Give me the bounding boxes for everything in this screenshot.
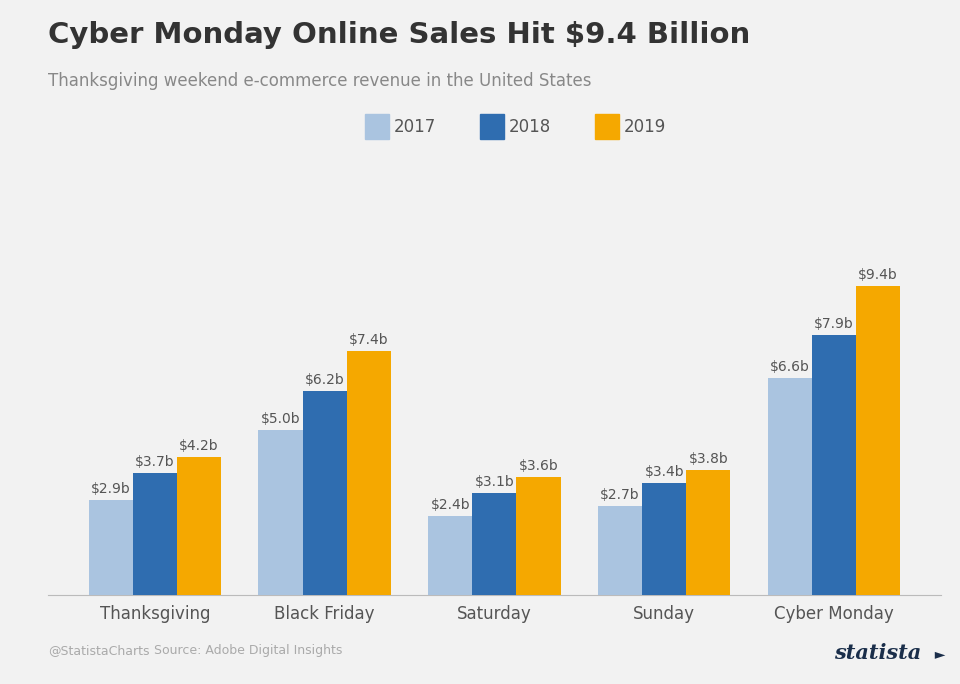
- Text: $2.4b: $2.4b: [430, 498, 470, 512]
- Text: $6.2b: $6.2b: [304, 373, 345, 387]
- Bar: [642, 483, 686, 595]
- Text: $7.9b: $7.9b: [814, 317, 853, 331]
- Text: $2.9b: $2.9b: [91, 482, 131, 496]
- Bar: [347, 352, 391, 595]
- Bar: [302, 391, 347, 595]
- Text: @StatistaCharts: @StatistaCharts: [48, 644, 150, 657]
- Text: $2.7b: $2.7b: [600, 488, 640, 502]
- Bar: [472, 493, 516, 595]
- Bar: [598, 506, 642, 595]
- Text: 2018: 2018: [509, 118, 551, 135]
- Text: 2017: 2017: [394, 118, 436, 135]
- Text: $5.0b: $5.0b: [261, 412, 300, 426]
- Bar: [428, 516, 472, 595]
- Text: Thanksgiving weekend e-commerce revenue in the United States: Thanksgiving weekend e-commerce revenue …: [48, 72, 591, 90]
- Bar: [768, 378, 812, 595]
- Text: $6.6b: $6.6b: [770, 360, 810, 373]
- Bar: [88, 499, 132, 595]
- Text: $3.8b: $3.8b: [688, 452, 729, 466]
- Text: $9.4b: $9.4b: [858, 267, 898, 282]
- Bar: [516, 477, 561, 595]
- Text: Cyber Monday Online Sales Hit $9.4 Billion: Cyber Monday Online Sales Hit $9.4 Billi…: [48, 21, 751, 49]
- Bar: [258, 430, 302, 595]
- Text: statista: statista: [834, 644, 922, 663]
- Text: $4.2b: $4.2b: [180, 439, 219, 453]
- Text: $3.6b: $3.6b: [518, 458, 559, 473]
- Text: 2019: 2019: [624, 118, 666, 135]
- Text: $3.1b: $3.1b: [474, 475, 515, 489]
- Bar: [856, 285, 900, 595]
- Bar: [812, 335, 856, 595]
- Bar: [132, 473, 177, 595]
- Text: ►: ►: [926, 648, 946, 662]
- Text: $7.4b: $7.4b: [348, 333, 389, 347]
- Bar: [686, 470, 731, 595]
- Bar: [177, 457, 221, 595]
- Text: $3.4b: $3.4b: [644, 465, 684, 479]
- Text: $3.7b: $3.7b: [135, 456, 175, 469]
- Text: Source: Adobe Digital Insights: Source: Adobe Digital Insights: [154, 644, 342, 657]
